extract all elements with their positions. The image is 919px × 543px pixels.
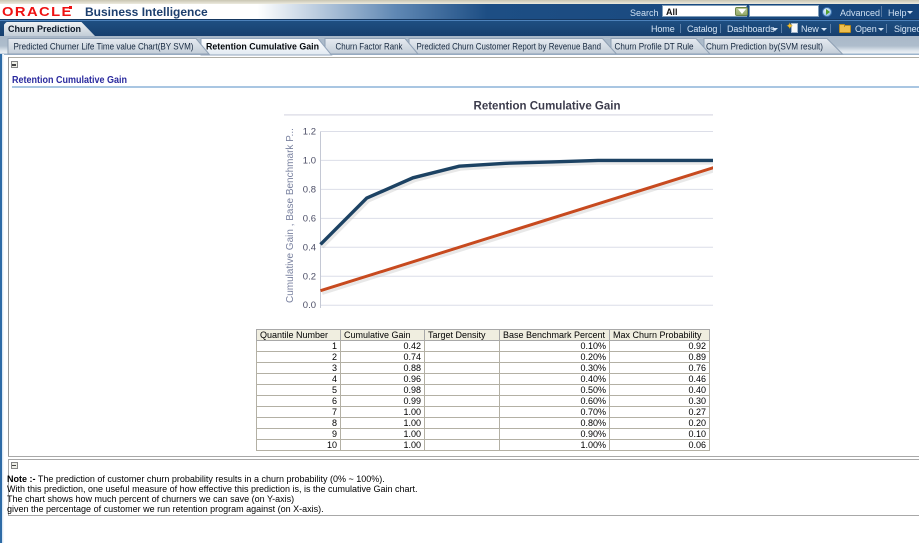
svg-text:0.6: 0.6 [303, 213, 316, 224]
svg-text:Churn Profile DT Rule: Churn Profile DT Rule [615, 42, 694, 52]
svg-text:0.8: 0.8 [303, 184, 316, 195]
svg-text:0.2: 0.2 [303, 271, 316, 282]
svg-text:0.4: 0.4 [303, 242, 316, 253]
svg-text:0.0: 0.0 [303, 300, 316, 308]
svg-text:Retention Cumulative Gain: Retention Cumulative Gain [206, 42, 319, 53]
svg-text:1.0: 1.0 [303, 155, 316, 166]
svg-text:Retention Cumulative Gain: Retention Cumulative Gain [474, 101, 621, 113]
svg-text:Churn Prediction by(SVM result: Churn Prediction by(SVM result) [706, 42, 823, 52]
svg-text:Predicted Churn Customer Repor: Predicted Churn Customer Report by Reven… [417, 42, 602, 52]
svg-text:Cumulative Gain , Base Benchma: Cumulative Gain , Base Benchmark P... [285, 128, 296, 303]
svg-text:1.2: 1.2 [303, 127, 316, 138]
svg-text:Predicted Churner Life Time va: Predicted Churner Life Time value Chart(… [14, 42, 194, 52]
svg-text:Churn Factor Rank: Churn Factor Rank [336, 42, 403, 52]
